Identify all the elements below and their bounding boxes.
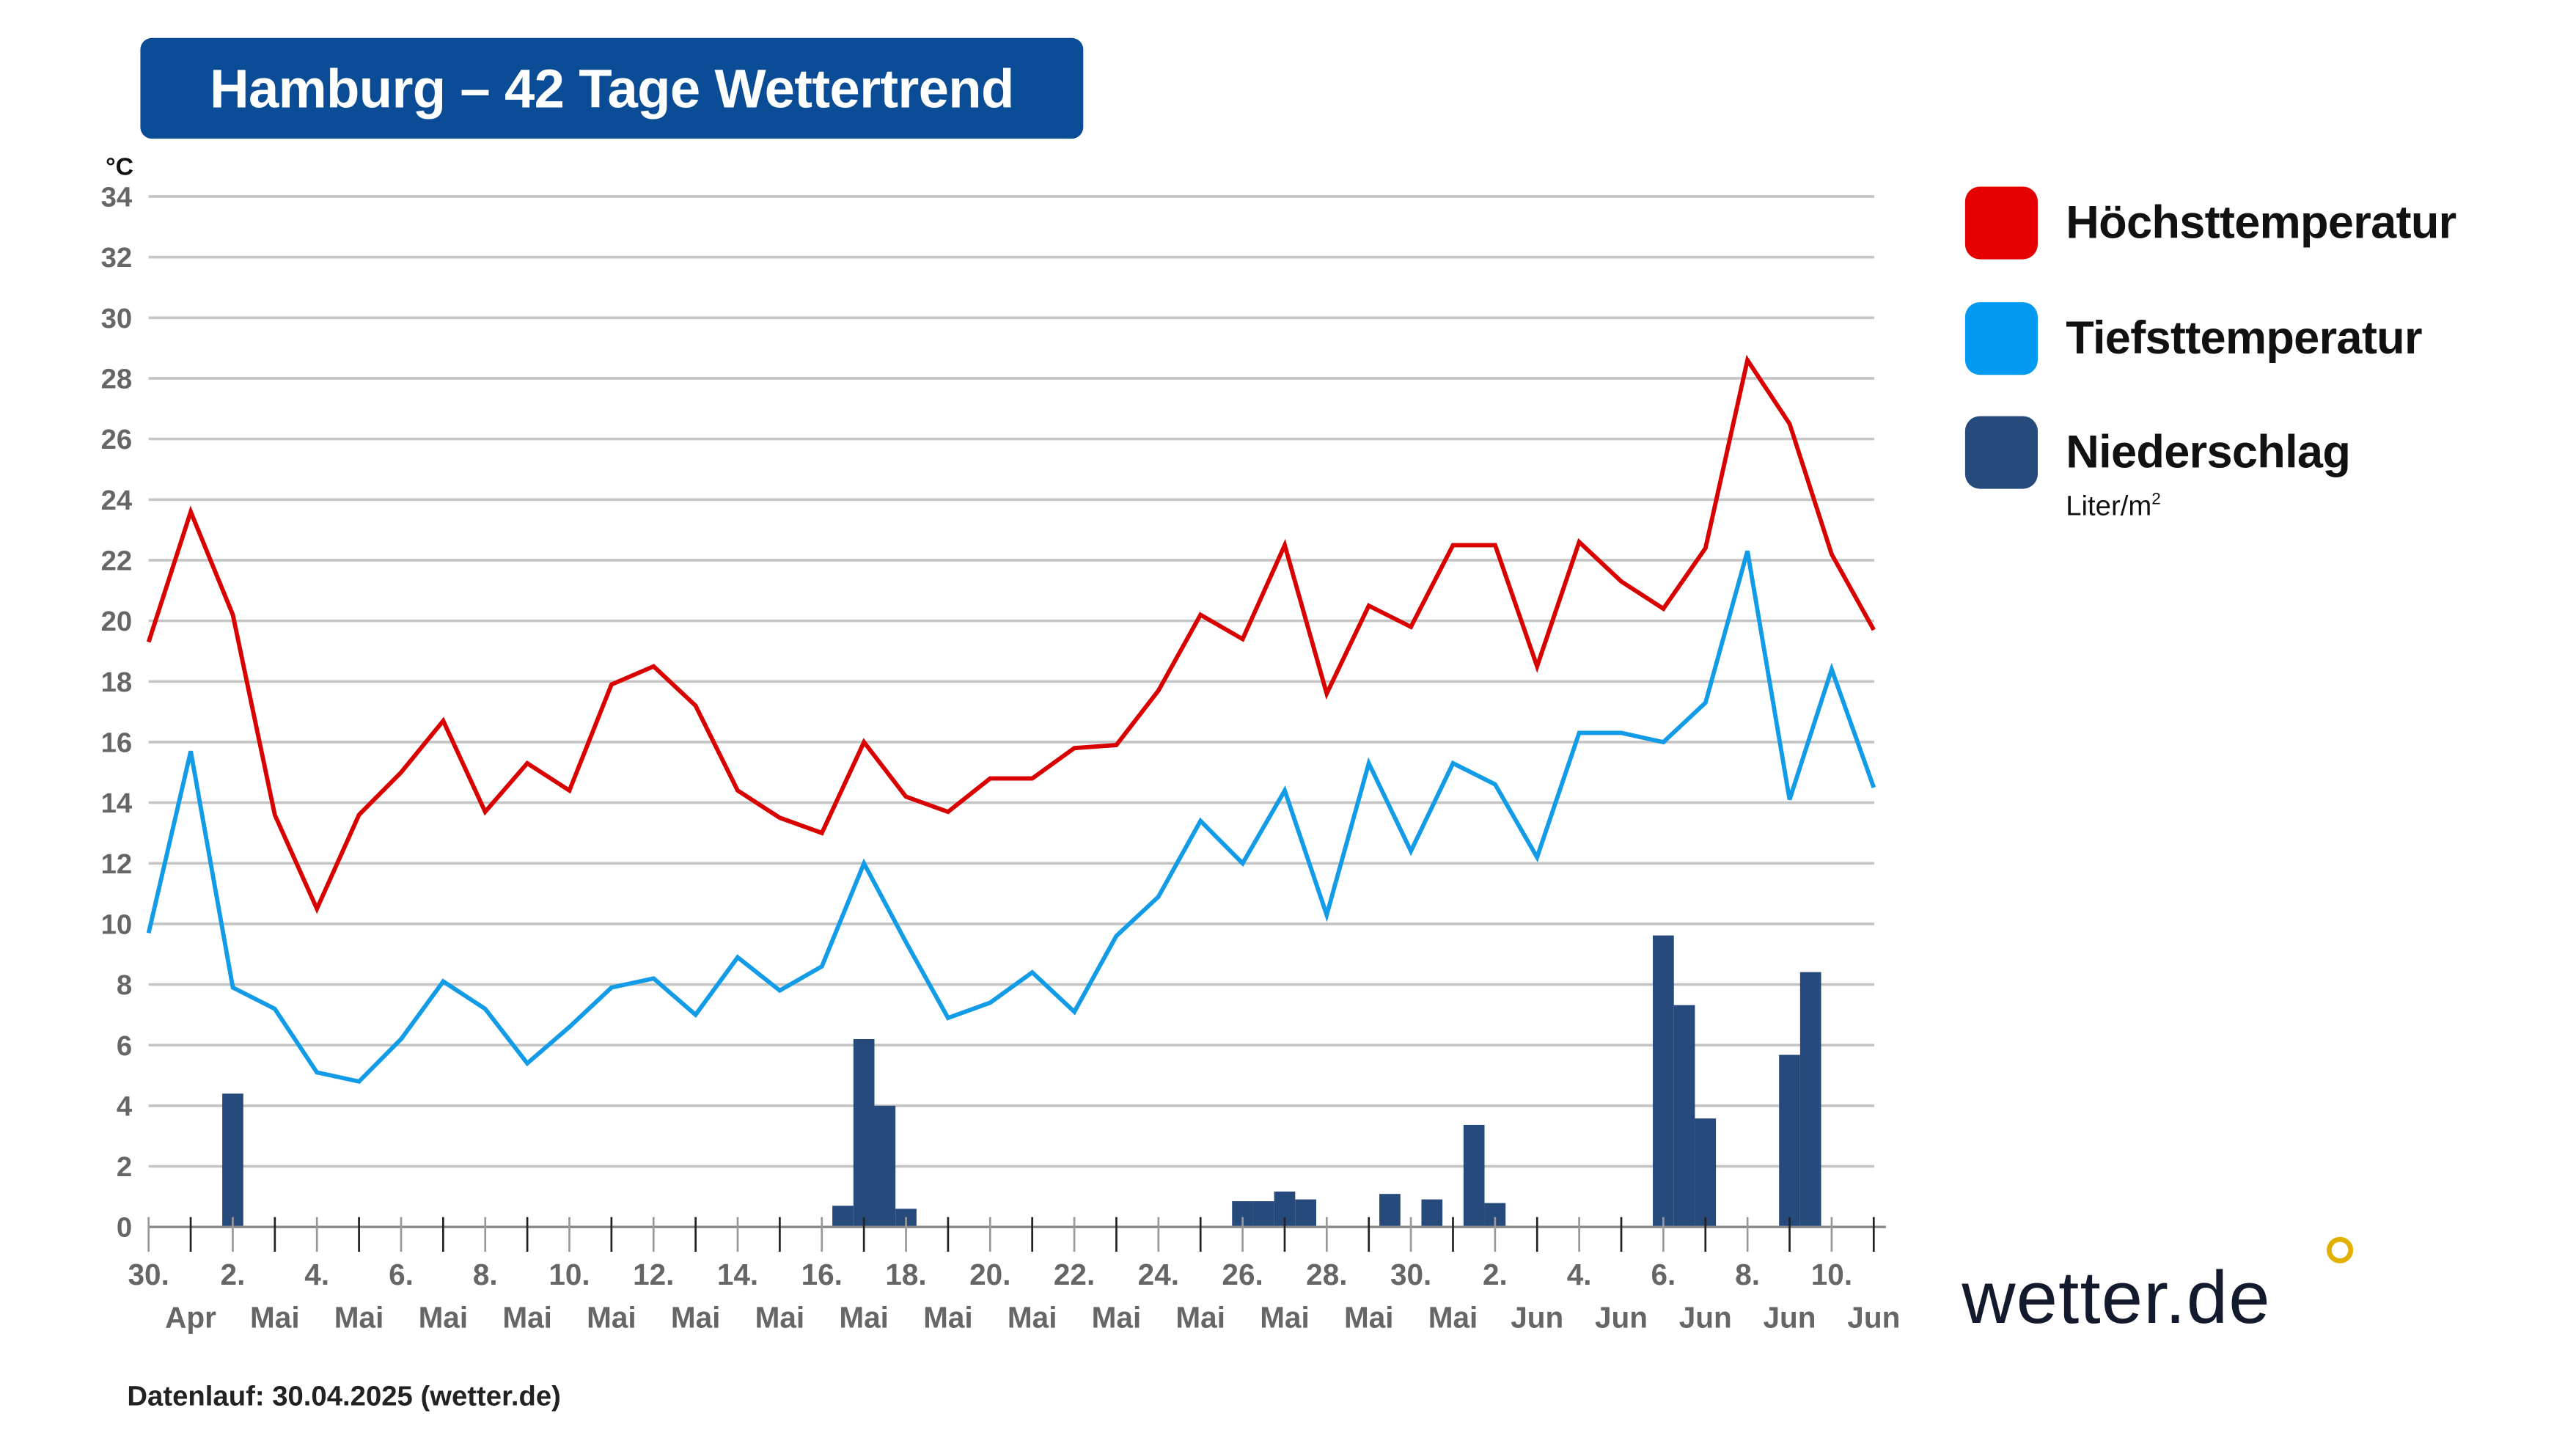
x-month-label: Mai	[923, 1301, 973, 1335]
precipitation-bar	[1673, 1005, 1695, 1228]
y-tick-label: 8	[117, 969, 132, 1001]
x-month-label: Mai	[755, 1301, 805, 1335]
x-month-label: Jun	[1764, 1301, 1816, 1335]
x-month-label: Jun	[1847, 1301, 1900, 1335]
precipitation-bar	[874, 1105, 896, 1228]
x-month-label: Mai	[671, 1301, 721, 1335]
x-day-label: 10.	[1811, 1258, 1852, 1291]
x-day-label: 24.	[1138, 1258, 1179, 1291]
x-day-label: 16.	[801, 1258, 843, 1291]
logo-dot-icon	[2327, 1236, 2354, 1263]
x-month-label: Jun	[1595, 1301, 1648, 1335]
legend-swatch-max-temp	[1964, 186, 2038, 260]
x-month-label: Mai	[1428, 1301, 1478, 1335]
y-tick-label: 26	[101, 424, 133, 455]
precipitation-bar	[1779, 1054, 1800, 1228]
min-temperature-line	[146, 550, 1876, 1085]
y-tick-label: 12	[101, 848, 133, 880]
precipitation-bar	[832, 1206, 854, 1228]
x-month-label: Jun	[1679, 1301, 1732, 1335]
x-day-label: 30.	[1390, 1258, 1431, 1291]
x-month-label: Mai	[839, 1301, 889, 1335]
x-day-label: 2.	[1483, 1258, 1508, 1291]
x-month-label: Mai	[419, 1301, 469, 1335]
y-tick-label: 0	[117, 1212, 132, 1244]
y-tick-label: 2	[117, 1151, 132, 1183]
x-month-label: Jun	[1511, 1301, 1563, 1335]
x-day-label: 20.	[969, 1258, 1010, 1291]
precipitation-bar	[1379, 1194, 1401, 1228]
data-run-note: Datenlauf: 30.04.2025 (wetter.de)	[127, 1380, 561, 1412]
precipitation-bar	[1421, 1199, 1443, 1228]
legend-label-min-temp: Tiefsttemperatur	[2066, 312, 2422, 364]
x-day-label: 26.	[1222, 1258, 1263, 1291]
legend-swatch-precipitation	[1964, 416, 2038, 489]
x-month-label: Mai	[587, 1301, 636, 1335]
x-month-label: Mai	[334, 1301, 384, 1335]
x-day-label: 6.	[1651, 1258, 1676, 1291]
x-day-label: 12.	[633, 1258, 674, 1291]
y-tick-label: 24	[101, 485, 133, 516]
y-tick-label: 32	[101, 242, 133, 274]
max-temperature-line	[146, 354, 1876, 914]
x-day-label: 4.	[304, 1258, 329, 1291]
x-month-label: Mai	[1008, 1301, 1057, 1335]
x-month-label: Mai	[1092, 1301, 1142, 1335]
legend-label-max-temp: Höchsttemperatur	[2066, 196, 2456, 248]
y-tick-label: 10	[101, 909, 133, 940]
x-day-label: 28.	[1306, 1258, 1347, 1291]
legend-item-max-temp: Höchsttemperatur	[1964, 186, 2456, 260]
y-tick-label: 30	[101, 303, 133, 334]
x-day-label: 8.	[473, 1258, 498, 1291]
x-month-label: Mai	[250, 1301, 300, 1335]
precipitation-bar	[1695, 1118, 1717, 1228]
x-month-label: Mai	[502, 1301, 552, 1335]
x-day-label: 18.	[885, 1258, 926, 1291]
y-tick-label: 34	[101, 182, 133, 213]
y-tick-label: 18	[101, 667, 133, 698]
precipitation-bar	[1653, 935, 1674, 1228]
legend-swatch-min-temp	[1964, 302, 2038, 375]
y-tick-label: 28	[101, 363, 133, 395]
precipitation-unit: Liter/m2	[2066, 491, 2161, 524]
precipitation-bar	[853, 1038, 875, 1228]
x-day-label: 14.	[717, 1258, 758, 1291]
precipitation-unit-sup: 2	[2151, 491, 2161, 510]
precipitation-bar	[1295, 1199, 1317, 1228]
x-day-label: 10.	[548, 1258, 590, 1291]
y-tick-label: 6	[117, 1030, 132, 1062]
y-tick-label: 14	[101, 788, 133, 819]
x-day-label: 4.	[1567, 1258, 1592, 1291]
x-day-label: 30.	[128, 1258, 169, 1291]
x-day-label: 8.	[1735, 1258, 1760, 1291]
precipitation-bar	[1252, 1201, 1274, 1228]
legend-label-precipitation: Niederschlag	[2066, 426, 2351, 477]
legend-item-precipitation: Niederschlag	[1964, 416, 2351, 489]
precipitation-bar	[222, 1093, 243, 1228]
precipitation-bar	[1463, 1124, 1485, 1228]
precipitation-bar	[1799, 972, 1821, 1228]
x-day-label: 6.	[389, 1258, 414, 1291]
x-day-label: 2.	[221, 1258, 246, 1291]
x-month-label: Mai	[1344, 1301, 1394, 1335]
x-month-label: Mai	[1260, 1301, 1310, 1335]
y-tick-label: 4	[117, 1090, 133, 1122]
y-axis-unit: °C	[106, 153, 133, 181]
x-month-label: Apr	[165, 1301, 216, 1335]
legend-item-min-temp: Tiefsttemperatur	[1964, 302, 2423, 375]
y-tick-label: 16	[101, 727, 133, 758]
y-tick-label: 20	[101, 606, 133, 637]
precipitation-unit-text: Liter/m	[2066, 490, 2152, 522]
page-title: Hamburg – 42 Tage Wettertrend	[140, 37, 1084, 139]
wetter-de-logo: wetter.de	[1962, 1255, 2271, 1340]
x-day-label: 22.	[1054, 1258, 1095, 1291]
y-tick-label: 22	[101, 545, 133, 576]
x-month-label: Mai	[1175, 1301, 1225, 1335]
